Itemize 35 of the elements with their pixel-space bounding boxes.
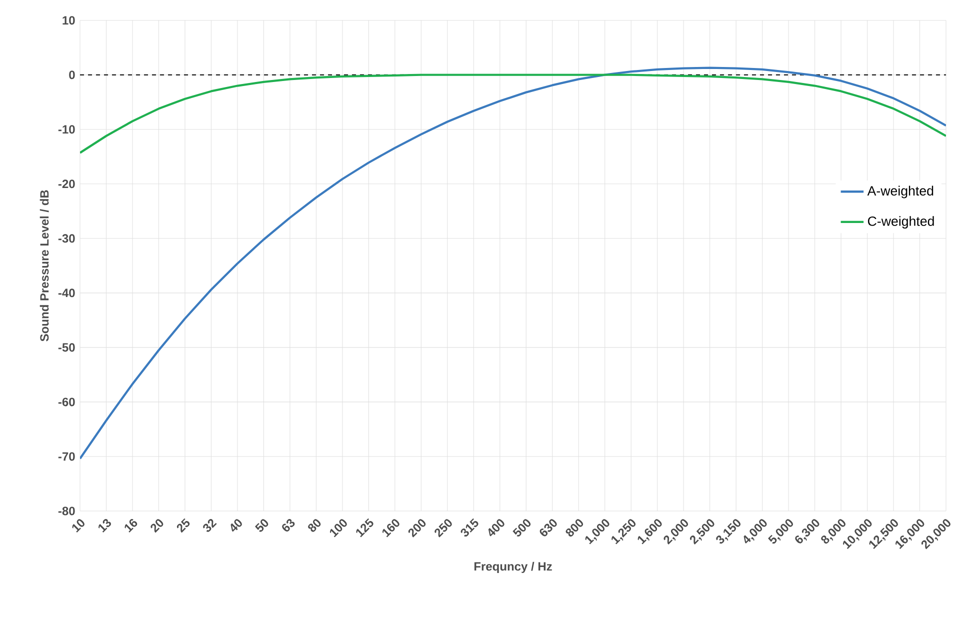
legend-label: C-weighted xyxy=(868,216,934,229)
y-tick-label: -50 xyxy=(58,343,75,352)
x-tick-label: 13 xyxy=(98,519,111,532)
x-tick-label: 20 xyxy=(150,519,164,533)
x-axis-title: Frequncy / Hz xyxy=(474,562,552,574)
y-tick-label: -70 xyxy=(58,452,75,461)
y-tick-label: -10 xyxy=(58,125,75,134)
x-tick-label: 10 xyxy=(72,519,84,532)
x-tick-label: 63 xyxy=(282,519,295,532)
y-tick-label: -40 xyxy=(58,288,75,298)
y-tick-label: 10 xyxy=(62,16,75,25)
y-tick-label: 0 xyxy=(69,70,75,80)
x-tick-label: 800 xyxy=(566,519,584,537)
x-tick-label: 200 xyxy=(408,519,426,538)
x-tick-label: 630 xyxy=(540,519,557,536)
x-tick-label: 125 xyxy=(356,518,374,538)
x-tick-label: 50 xyxy=(254,519,268,532)
x-tick-label: 40 xyxy=(230,519,242,532)
x-tick-label: 400 xyxy=(488,519,504,536)
x-tick-label: 16 xyxy=(124,519,138,532)
y-tick-label: -20 xyxy=(58,180,75,188)
x-tick-label: 315 xyxy=(460,518,478,537)
line-series xyxy=(80,66,946,460)
x-tick-label: 500 xyxy=(512,519,531,537)
x-tick-label: 100 xyxy=(330,519,347,538)
x-tick-label: 25 xyxy=(176,518,190,533)
x-tick-label: 250 xyxy=(434,519,452,538)
y-tick-label: -30 xyxy=(58,234,75,243)
y-tick-label: -60 xyxy=(58,398,75,406)
x-tick-label: 80 xyxy=(308,519,321,532)
x-tick-label: 32 xyxy=(203,519,217,532)
y-axis-title: Sound Pressure Level / dB xyxy=(40,190,49,342)
y-tick-label: -80 xyxy=(58,506,75,516)
legend-label: A-weighted xyxy=(867,186,934,198)
x-tick-label: 160 xyxy=(382,519,400,538)
